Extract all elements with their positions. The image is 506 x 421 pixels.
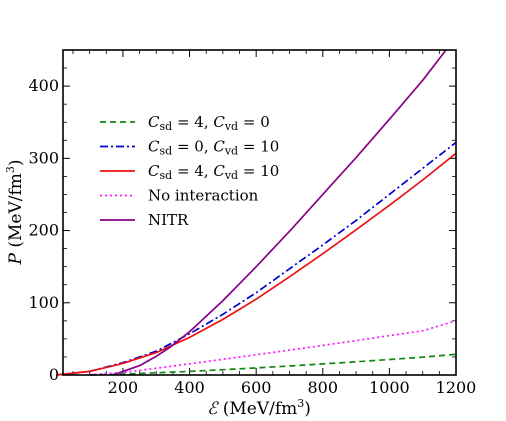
series-line-1 — [89, 353, 457, 376]
y-tick-label: 400 — [28, 76, 59, 95]
legend-label-4: No interaction — [148, 187, 259, 205]
series-line-4 — [89, 319, 457, 376]
x-tick-label: 400 — [174, 378, 205, 397]
tick-labels: 200 400 600 800 1000 1200 0 100 200 300 400 — [28, 76, 476, 397]
x-tick-label: 1000 — [369, 378, 410, 397]
tick-layer — [63, 50, 457, 376]
x-tick-label: 600 — [241, 378, 272, 397]
y-tick-label: 300 — [28, 148, 59, 167]
x-tick-label: 200 — [108, 378, 139, 397]
y-tick-label: 0 — [49, 365, 59, 384]
y-tick-label: 100 — [28, 293, 59, 312]
y-tick-label: 200 — [28, 221, 59, 240]
plot-frame — [62, 49, 457, 376]
series-layer — [56, 49, 457, 376]
y-axis-label: P (MeV/fm3) — [4, 159, 26, 265]
legend-label-2: Csd = 0, Cvd = 10 — [148, 138, 279, 158]
x-tick-label: 800 — [308, 378, 339, 397]
legend-label-1: Csd = 4, Cvd = 0 — [148, 113, 270, 133]
legend-label-5: NITR — [148, 211, 189, 229]
series-line-3 — [56, 152, 457, 376]
x-axis-label: ℰ (MeV/fm3) — [207, 397, 311, 419]
legend-label-3: Csd = 4, Cvd = 10 — [148, 162, 279, 182]
legend: Csd = 4, Cvd = 0 Csd = 0, Cvd = 10 Csd = 4… — [100, 113, 279, 229]
x-tick-label: 1200 — [436, 378, 477, 397]
series-line-5 — [112, 49, 447, 376]
